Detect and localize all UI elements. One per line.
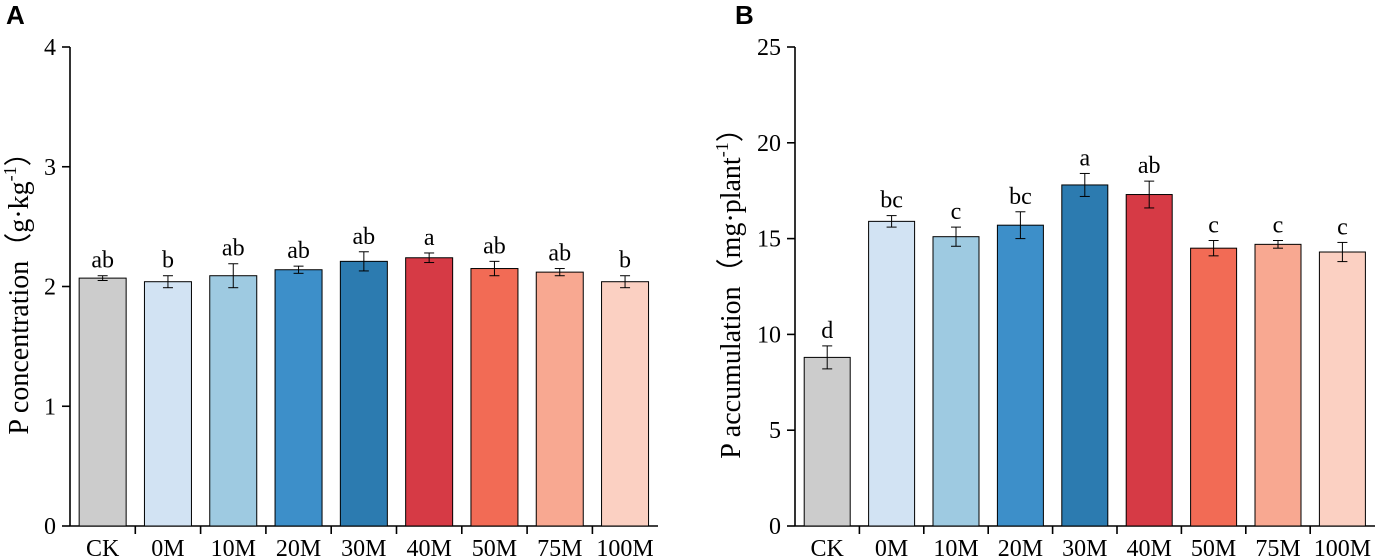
significance-label: c xyxy=(951,199,962,225)
x-tick-label: 75M xyxy=(1255,536,1300,558)
error-bar-100m xyxy=(620,275,631,289)
error-bar-0m xyxy=(162,275,173,289)
y-tick-label: 20 xyxy=(757,131,781,157)
error-bar-30m xyxy=(358,251,369,272)
y-axis-title: P accumulation（mg·plant-1） xyxy=(712,114,747,458)
significance-label: ab xyxy=(91,248,114,274)
significance-label: ab xyxy=(222,236,245,262)
significance-label: ab xyxy=(287,238,310,264)
significance-label: c xyxy=(1208,213,1219,239)
error-bar-ck xyxy=(97,275,108,282)
bar-20m xyxy=(274,269,323,527)
y-tick-label: 0 xyxy=(44,514,56,540)
significance-label: d xyxy=(821,318,833,344)
x-tick-label: 10M xyxy=(211,536,256,558)
significance-label: c xyxy=(1337,214,1348,240)
bar-50m xyxy=(1190,247,1238,527)
error-bar-100m xyxy=(1337,241,1348,263)
error-bar-75m xyxy=(1273,240,1283,249)
bar-50m xyxy=(470,268,519,527)
significance-label: ab xyxy=(1138,153,1161,179)
error-bar-75m xyxy=(554,268,565,277)
y-axis-title-superscript: -1 xyxy=(712,142,732,157)
panel-letter: B xyxy=(735,0,754,30)
error-bar-50m xyxy=(489,260,500,277)
bar-0m xyxy=(143,281,192,527)
error-bar-50m xyxy=(1208,240,1219,257)
x-tick-label: 75M xyxy=(537,536,582,558)
y-axis-title: P concentration（g·kg-1） xyxy=(0,138,35,434)
bar-75m xyxy=(535,271,584,527)
x-tick-label: 0M xyxy=(151,536,184,558)
bar-ck xyxy=(78,277,127,527)
error-bar-40m xyxy=(1144,180,1155,209)
bar-30m xyxy=(1061,184,1109,527)
error-bar-10m xyxy=(951,226,961,247)
significance-label: ab xyxy=(483,233,506,259)
error-bar-30m xyxy=(1079,172,1090,197)
x-tick-label: 20M xyxy=(276,536,321,558)
panel-letter: A xyxy=(6,0,25,30)
x-tick-label: 50M xyxy=(1191,536,1236,558)
y-axis-title-superscript: -1 xyxy=(0,166,20,181)
y-tick-label: 2 xyxy=(44,275,56,301)
x-tick-label: CK xyxy=(811,536,845,558)
bar-40m xyxy=(1125,194,1173,527)
y-tick-label: 5 xyxy=(769,418,781,444)
y-tick-label: 1 xyxy=(44,394,56,420)
significance-label: ab xyxy=(548,241,571,267)
x-tick-label: 50M xyxy=(472,536,517,558)
y-axis-title-unit: （mg·plant xyxy=(715,157,747,286)
error-bar-20m xyxy=(293,265,304,274)
bar-100m xyxy=(601,281,650,527)
y-tick-label: 4 xyxy=(44,35,56,61)
x-tick-label: 100M xyxy=(1314,536,1371,558)
significance-label: a xyxy=(1079,145,1090,171)
x-tick-label: 20M xyxy=(998,536,1043,558)
bar-0m xyxy=(868,220,916,527)
y-tick-label: 10 xyxy=(757,322,781,348)
bar-30m xyxy=(339,260,388,527)
bar-20m xyxy=(996,224,1044,527)
bar-ck xyxy=(803,356,851,527)
y-axis-title-main: P concentration xyxy=(4,261,35,435)
error-bar-40m xyxy=(424,252,435,264)
x-tick-label: 100M xyxy=(596,536,653,558)
significance-label: b xyxy=(162,248,174,274)
bar-10m xyxy=(209,275,258,527)
significance-label: bc xyxy=(880,188,903,214)
y-tick-label: 15 xyxy=(757,227,781,253)
y-tick-label: 3 xyxy=(44,155,56,181)
error-bar-20m xyxy=(1015,211,1026,240)
chart-panel-b: B 0 5 10 15 20 25 P accumulation（mg·plant-1） d CK… xyxy=(712,0,1375,558)
bar-75m xyxy=(1254,243,1302,527)
x-tick-label: 30M xyxy=(1062,536,1107,558)
y-axis-title-main: P accumulation xyxy=(716,286,747,458)
y-axis-title-close: ） xyxy=(715,114,747,142)
error-bar-ck xyxy=(822,345,833,370)
error-bar-10m xyxy=(228,263,239,289)
bar-40m xyxy=(405,257,454,527)
x-tick-label: 10M xyxy=(933,536,978,558)
significance-label: ab xyxy=(353,224,376,250)
bar-10m xyxy=(932,236,980,527)
y-tick-label: 25 xyxy=(757,35,781,61)
x-tick-label: 40M xyxy=(406,536,451,558)
y-axis-title-close: ） xyxy=(3,138,35,166)
x-tick-label: 30M xyxy=(341,536,386,558)
y-tick-label: 0 xyxy=(769,514,781,540)
error-bar-0m xyxy=(886,215,897,228)
x-tick-label: 0M xyxy=(875,536,908,558)
significance-label: bc xyxy=(1009,184,1032,210)
x-tick-label: CK xyxy=(86,536,120,558)
significance-label: c xyxy=(1273,213,1284,239)
significance-label: b xyxy=(619,248,631,274)
y-axis-title-unit: （g·kg xyxy=(3,181,35,260)
x-tick-label: 40M xyxy=(1127,536,1172,558)
bar-100m xyxy=(1318,251,1366,527)
significance-label: a xyxy=(424,225,435,251)
